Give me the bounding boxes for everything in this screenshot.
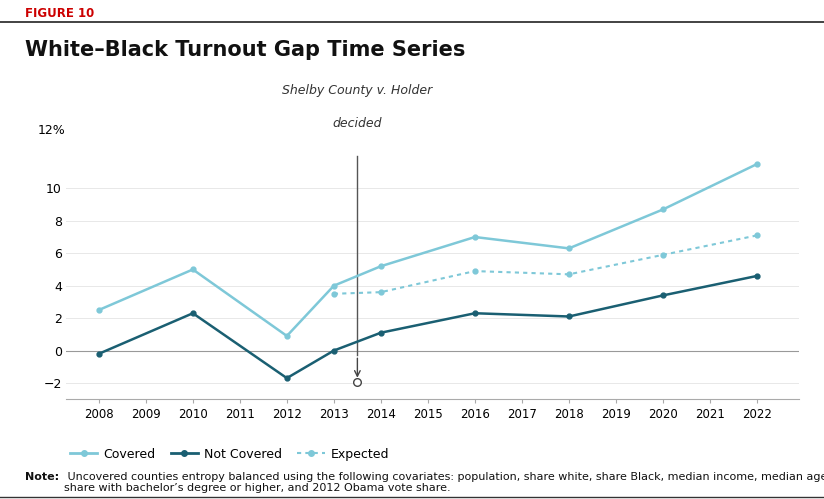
Text: White–Black Turnout Gap Time Series: White–Black Turnout Gap Time Series	[25, 40, 465, 60]
Legend: Covered, Not Covered, Expected: Covered, Not Covered, Expected	[65, 443, 395, 466]
Text: decided: decided	[333, 117, 382, 130]
Text: Note:: Note:	[25, 472, 59, 482]
Text: 12%: 12%	[37, 124, 65, 137]
Text: Shelby County v. Holder: Shelby County v. Holder	[283, 84, 433, 97]
Text: Uncovered counties entropy balanced using the following covariates: population, : Uncovered counties entropy balanced usin…	[64, 472, 824, 493]
Text: FIGURE 10: FIGURE 10	[25, 7, 94, 20]
